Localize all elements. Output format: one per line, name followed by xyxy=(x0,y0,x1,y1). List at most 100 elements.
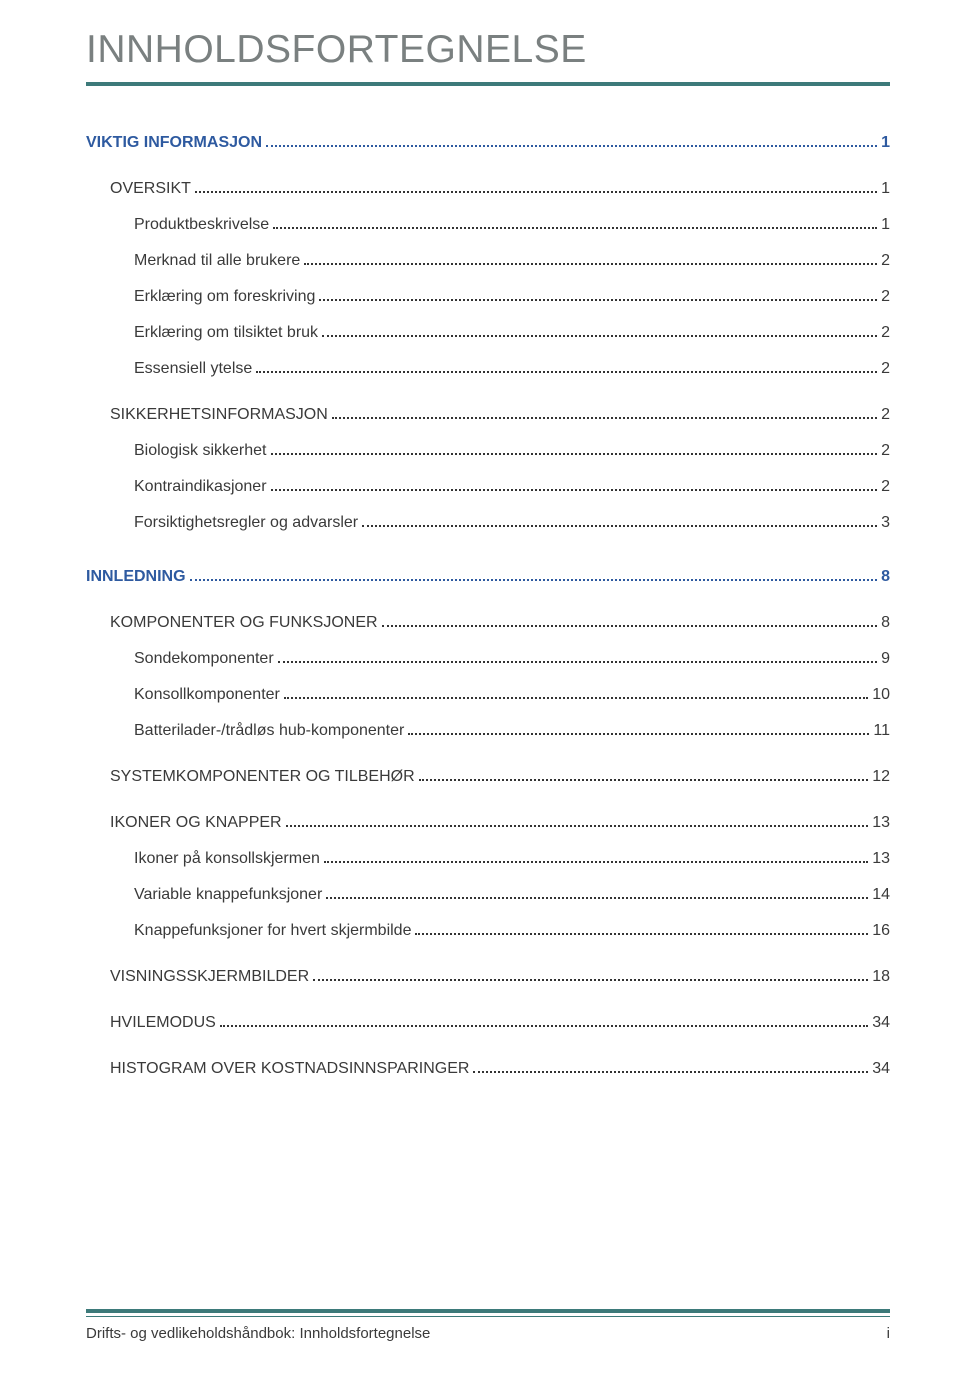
toc-entry-page: 8 xyxy=(881,614,890,632)
toc-leader-dots xyxy=(190,579,878,581)
toc-entry-page: 13 xyxy=(872,814,890,832)
toc-entry: Biologisk sikkerhet 2 xyxy=(134,442,890,460)
toc-entry-page: 1 xyxy=(881,134,890,152)
toc-entry-label: INNLEDNING xyxy=(86,568,186,586)
toc-entry: OVERSIKT 1 xyxy=(110,180,890,198)
toc-leader-dots xyxy=(266,145,877,147)
title-rule xyxy=(86,82,890,86)
toc-leader-dots xyxy=(324,861,868,863)
toc-entry-label: KOMPONENTER OG FUNKSJONER xyxy=(110,614,378,632)
toc-entry-page: 11 xyxy=(873,722,890,740)
toc-leader-dots xyxy=(278,661,877,663)
page-title: INNHOLDSFORTEGNELSE xyxy=(86,28,890,72)
toc-leader-dots xyxy=(332,417,877,419)
toc-entry: Ikoner på konsollskjermen 13 xyxy=(134,850,890,868)
footer-rule-thick xyxy=(86,1309,890,1313)
toc-entry-page: 34 xyxy=(872,1014,890,1032)
toc-entry-page: 2 xyxy=(881,252,890,270)
toc-entry-label: SIKKERHETSINFORMASJON xyxy=(110,406,328,424)
toc-entry-label: HISTOGRAM OVER KOSTNADSINNSPARINGER xyxy=(110,1060,469,1078)
toc-entry-page: 13 xyxy=(872,850,890,868)
toc-entry: Variable knappefunksjoner 14 xyxy=(134,886,890,904)
toc-entry: INNLEDNING 8 xyxy=(86,568,890,586)
toc-entry-label: SYSTEMKOMPONENTER OG TILBEHØR xyxy=(110,768,415,786)
toc-entry: Produktbeskrivelse 1 xyxy=(134,216,890,234)
toc-leader-dots xyxy=(286,825,869,827)
toc-entry-page: 3 xyxy=(881,514,890,532)
toc-entry-page: 34 xyxy=(872,1060,890,1078)
document-page: INNHOLDSFORTEGNELSE VIKTIG INFORMASJON 1… xyxy=(0,0,960,1386)
toc-entry: Knappefunksjoner for hvert skjermbilde 1… xyxy=(134,922,890,940)
toc-leader-dots xyxy=(322,335,877,337)
toc-leader-dots xyxy=(256,371,877,373)
toc-entry-page: 8 xyxy=(881,568,890,586)
toc-leader-dots xyxy=(273,227,877,229)
toc-entry-page: 14 xyxy=(872,886,890,904)
toc-entry-label: Sondekomponenter xyxy=(134,650,274,668)
footer-page-number: i xyxy=(887,1325,890,1342)
toc-leader-dots xyxy=(271,489,878,491)
toc-entry: KOMPONENTER OG FUNKSJONER 8 xyxy=(110,614,890,632)
toc-leader-dots xyxy=(220,1025,868,1027)
toc-entry-page: 12 xyxy=(872,768,890,786)
toc-entry-label: Erklæring om tilsiktet bruk xyxy=(134,324,318,342)
toc-entry: HISTOGRAM OVER KOSTNADSINNSPARINGER 34 xyxy=(110,1060,890,1078)
toc-entry-page: 10 xyxy=(872,686,890,704)
toc-entry: SYSTEMKOMPONENTER OG TILBEHØR 12 xyxy=(110,768,890,786)
toc-entry-label: Biologisk sikkerhet xyxy=(134,442,267,460)
toc-entry-label: Konsollkomponenter xyxy=(134,686,280,704)
toc-entry-page: 18 xyxy=(872,968,890,986)
toc-entry: Erklæring om tilsiktet bruk 2 xyxy=(134,324,890,342)
toc-entry: Erklæring om foreskriving 2 xyxy=(134,288,890,306)
toc-entry-label: Forsiktighetsregler og advarsler xyxy=(134,514,358,532)
toc-entry-label: HVILEMODUS xyxy=(110,1014,216,1032)
toc-leader-dots xyxy=(284,697,868,699)
toc-entry: SIKKERHETSINFORMASJON 2 xyxy=(110,406,890,424)
toc-entry: Konsollkomponenter 10 xyxy=(134,686,890,704)
toc-entry-page: 2 xyxy=(881,478,890,496)
footer-line: Drifts- og vedlikeholdshåndbok: Innholds… xyxy=(86,1325,890,1342)
toc-entry: Batterilader-/trådløs hub-komponenter 11 xyxy=(134,722,890,740)
toc-entry: IKONER OG KNAPPER 13 xyxy=(110,814,890,832)
toc-entry-label: Essensiell ytelse xyxy=(134,360,252,378)
footer-rule-thin xyxy=(86,1316,890,1317)
toc-entry-label: Ikoner på konsollskjermen xyxy=(134,850,320,868)
toc-leader-dots xyxy=(304,263,877,265)
toc-entry-label: Erklæring om foreskriving xyxy=(134,288,315,306)
toc-entry-page: 1 xyxy=(881,180,890,198)
toc-entry-label: VISNINGSSKJERMBILDER xyxy=(110,968,309,986)
toc-entry-page: 1 xyxy=(881,216,890,234)
toc-entry-label: IKONER OG KNAPPER xyxy=(110,814,282,832)
toc-entry-page: 16 xyxy=(872,922,890,940)
toc-entry: VISNINGSSKJERMBILDER 18 xyxy=(110,968,890,986)
toc-entry: Sondekomponenter 9 xyxy=(134,650,890,668)
toc-entry-label: Produktbeskrivelse xyxy=(134,216,269,234)
toc-entry: VIKTIG INFORMASJON 1 xyxy=(86,134,890,152)
toc-leader-dots xyxy=(195,191,877,193)
toc-entry: HVILEMODUS 34 xyxy=(110,1014,890,1032)
toc-leader-dots xyxy=(415,933,868,935)
toc-leader-dots xyxy=(408,733,869,735)
page-footer: Drifts- og vedlikeholdshåndbok: Innholds… xyxy=(86,1309,890,1342)
toc-entry-page: 9 xyxy=(881,650,890,668)
toc-entry-label: Variable knappefunksjoner xyxy=(134,886,322,904)
toc-entry: Merknad til alle brukere 2 xyxy=(134,252,890,270)
toc-entry-page: 2 xyxy=(881,406,890,424)
toc-leader-dots xyxy=(362,525,877,527)
table-of-contents: VIKTIG INFORMASJON 1OVERSIKT 1Produktbes… xyxy=(86,134,890,1078)
toc-leader-dots xyxy=(271,453,878,455)
toc-entry: Essensiell ytelse 2 xyxy=(134,360,890,378)
toc-leader-dots xyxy=(313,979,868,981)
toc-entry-page: 2 xyxy=(881,288,890,306)
toc-entry-page: 2 xyxy=(881,442,890,460)
toc-leader-dots xyxy=(326,897,868,899)
toc-entry-label: Kontraindikasjoner xyxy=(134,478,267,496)
toc-entry-page: 2 xyxy=(881,360,890,378)
toc-entry-label: Batterilader-/trådløs hub-komponenter xyxy=(134,722,404,740)
toc-entry-label: Knappefunksjoner for hvert skjermbilde xyxy=(134,922,411,940)
toc-leader-dots xyxy=(473,1071,868,1073)
toc-leader-dots xyxy=(419,779,869,781)
toc-entry-page: 2 xyxy=(881,324,890,342)
toc-entry-label: Merknad til alle brukere xyxy=(134,252,300,270)
toc-entry-label: VIKTIG INFORMASJON xyxy=(86,134,262,152)
